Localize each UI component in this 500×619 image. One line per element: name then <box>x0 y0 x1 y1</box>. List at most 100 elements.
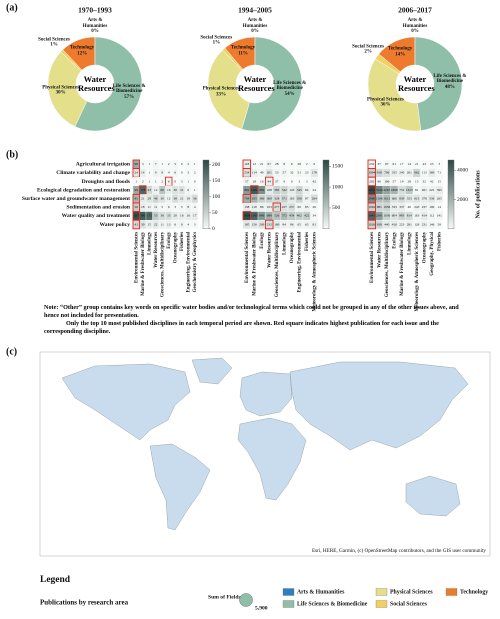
cell-value: 277 <box>274 205 279 209</box>
column-label: Engineering, Environmental <box>297 231 302 292</box>
cell-value: 141 <box>437 214 442 218</box>
cell-value: 2 <box>187 162 189 166</box>
cell-value: 1 <box>135 179 137 183</box>
cell-value: 814 <box>407 214 412 218</box>
cell-value: 3 <box>306 179 308 183</box>
heat-cell <box>310 220 319 229</box>
cell-value: 37 <box>378 162 382 166</box>
column-label: Water Resources <box>267 232 272 268</box>
max-highlight <box>265 219 274 230</box>
cell-value: 1 <box>194 162 196 166</box>
pie-title: 1994–2005 <box>238 6 272 15</box>
colorbar <box>322 159 330 230</box>
label-part: 11% <box>238 51 248 57</box>
cell-value: 146 <box>429 222 434 226</box>
cell-value: 112 <box>429 214 434 218</box>
cell-value: 143 <box>289 188 294 192</box>
pie-slice <box>47 51 88 127</box>
cell-value: 237 <box>422 205 427 209</box>
cell-value: 635 <box>252 196 257 200</box>
legend-swatch <box>445 588 458 596</box>
cell-value: 328 <box>274 196 279 200</box>
cell-value: 12 <box>253 162 257 166</box>
legend-label: Physical Sciences <box>390 589 433 595</box>
column-label: Ecology <box>260 231 265 248</box>
cell-value: 1036 <box>383 214 390 218</box>
cell-value: 16 <box>167 188 171 192</box>
cell-value: 2 <box>161 179 163 183</box>
cell-value: 6 <box>174 222 176 226</box>
cell-value: 14 <box>438 205 442 209</box>
greenland <box>191 357 233 385</box>
cell-value: 454 <box>289 214 294 218</box>
pie-label: Life Sciences & Biomedicine 48% <box>429 74 471 91</box>
column-label: Fisheries <box>180 232 185 251</box>
cell-value: 17 <box>400 162 404 166</box>
cell-value: 892 <box>244 188 249 192</box>
label-part: 2% <box>364 49 372 55</box>
cell-value: 16 <box>187 214 191 218</box>
column-label: Environmental Sciences <box>245 232 250 283</box>
cell-value: 1481 <box>251 188 258 192</box>
label-part: Life Sciences & Biomedicine <box>112 83 146 94</box>
pie-label: Social Sciences 2% <box>348 44 388 55</box>
label-part: Social Sciences <box>38 37 70 43</box>
cell-value: 87 <box>305 196 309 200</box>
cell-value: 8 <box>187 205 189 209</box>
cell-value: 168 <box>267 188 272 192</box>
cell-value: 18 <box>141 205 145 209</box>
cell-value: 3129 <box>376 188 383 192</box>
cell-value: 15 <box>148 222 152 226</box>
cell-value: 28 <box>148 196 152 200</box>
column-label: Geosciences, Multidisciplinary <box>275 231 280 297</box>
label-part: Life Sciences & Biomedicine <box>433 73 467 85</box>
cell-value: 126 <box>414 222 419 226</box>
cell-value: 8 <box>161 171 163 175</box>
cell-value: 752 <box>399 188 404 192</box>
column-label: Water Resources <box>154 232 159 268</box>
cell-value: 20 <box>174 214 178 218</box>
cell-value: 96 <box>290 222 294 226</box>
pie-label: Physical Sciences 30% <box>40 85 82 96</box>
cell-value: 103 <box>267 205 272 209</box>
cell-value: 2960 <box>368 196 375 200</box>
column-label: Environmental Sciences <box>370 232 375 283</box>
pie-label: Arts & Humanities 0% <box>75 18 115 35</box>
cell-value: 1 <box>187 179 189 183</box>
cell-value: 704 <box>244 196 249 200</box>
cell-value: 98 <box>135 162 139 166</box>
cell-value: 5 <box>181 205 183 209</box>
colorbar-tick-label: 200 <box>212 162 221 168</box>
cell-value: 414 <box>422 214 427 218</box>
cell-value: 9 <box>313 162 315 166</box>
column-label: Marine & Freshwater Biology <box>141 231 146 296</box>
cell-value: 0 <box>181 171 183 175</box>
pie-slice <box>207 49 250 130</box>
cell-value: 21 <box>415 162 419 166</box>
cell-value: 15 <box>415 179 419 183</box>
cell-value: 1609 <box>243 214 250 218</box>
cell-value: 395 <box>437 188 442 192</box>
cell-value: 22 <box>154 222 158 226</box>
column-label: Fisheries <box>305 232 310 251</box>
cell-value: 36 <box>193 196 197 200</box>
colorbar <box>202 159 210 230</box>
legend-swatch <box>375 588 388 596</box>
cell-value: 9 <box>155 171 157 175</box>
label-part: Arts & Humanities <box>242 17 268 29</box>
cell-value: 90 <box>378 179 382 183</box>
cell-value: 163 <box>289 196 294 200</box>
cell-value: 57 <box>245 179 249 183</box>
column-label: Water Resources <box>377 232 382 268</box>
label-part: 33% <box>215 92 226 98</box>
cell-value: 32 <box>290 171 294 175</box>
cell-value: 56 <box>135 205 139 209</box>
colorbar-tick-label: 1500 <box>332 164 343 170</box>
size-legend-title: Sum of Fields <box>208 594 241 600</box>
cell-value: 5 <box>174 162 176 166</box>
europe <box>239 371 293 417</box>
pie-center-label: Water Resources <box>238 74 275 93</box>
cell-value: 19 <box>400 179 404 183</box>
cell-value: 21 <box>180 196 184 200</box>
heat-cell <box>191 220 199 229</box>
